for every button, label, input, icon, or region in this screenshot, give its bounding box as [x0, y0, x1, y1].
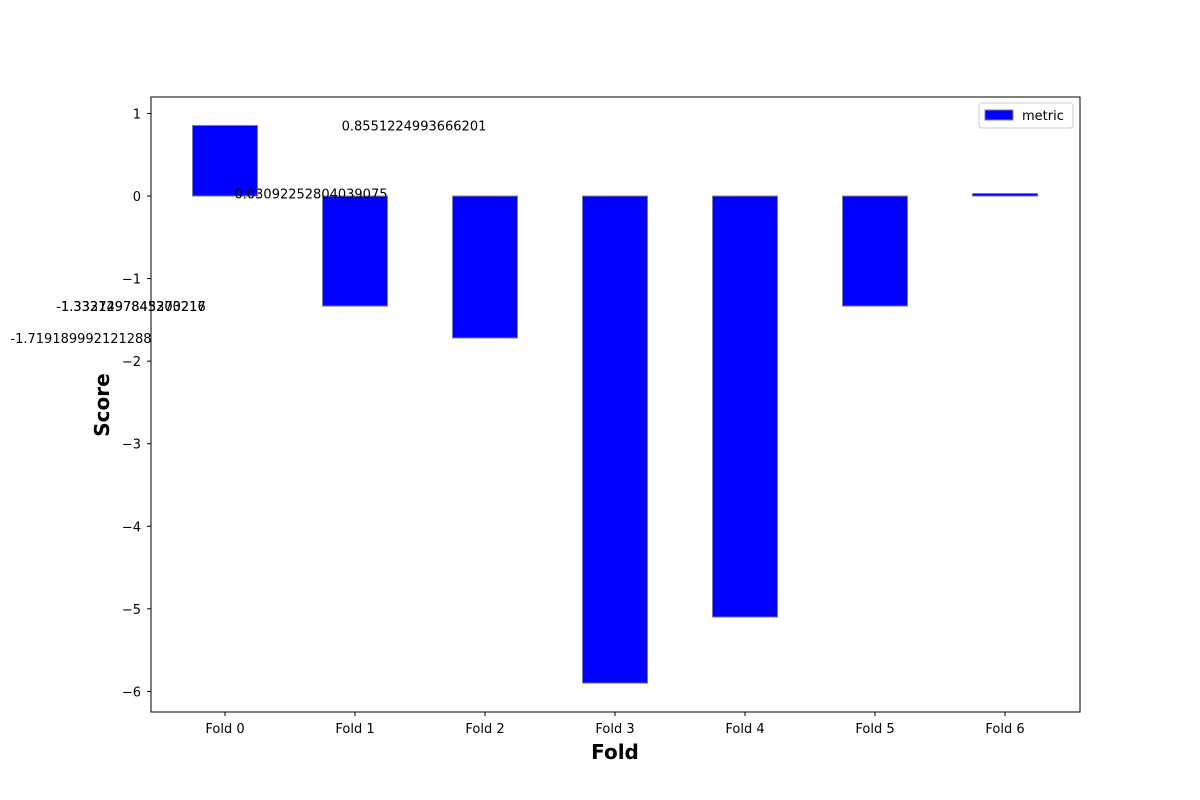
y-tick-label: −5: [122, 603, 141, 618]
bar-fold-6: [972, 193, 1038, 197]
bars-layer: [192, 124, 1038, 684]
y-tick-label: 1: [133, 108, 141, 123]
x-tick-label: Fold 4: [725, 722, 764, 737]
data-label: -1.3331297843270216: [56, 300, 205, 315]
x-tick-label: Fold 2: [465, 722, 504, 737]
bar-fold-0: [192, 124, 258, 197]
bar-fold-4: [712, 195, 778, 618]
x-tick-label: Fold 3: [595, 722, 634, 737]
data-label: -1.3327497845303217: [56, 300, 205, 315]
bar-fold-5: [842, 195, 908, 307]
y-tick-label: −4: [122, 520, 141, 535]
y-tick-label: −1: [122, 273, 141, 288]
x-tick-label: Fold 6: [985, 722, 1024, 737]
legend-label: metric: [1022, 109, 1064, 124]
legend: metric: [978, 102, 1074, 129]
y-tick-label: −6: [122, 685, 141, 700]
bar-fold-3: [582, 195, 648, 684]
bar-fold-1: [322, 195, 388, 307]
data-label: 0.03092252804039075: [234, 188, 387, 203]
y-tick-label: −3: [122, 438, 141, 453]
x-tick-label: Fold 0: [205, 722, 244, 737]
data-label: 0.8551224993666201: [342, 119, 487, 134]
y-tick-label: 0: [133, 190, 141, 205]
y-tick-label: −2: [122, 355, 141, 370]
x-tick-label: Fold 1: [335, 722, 374, 737]
y-axis: 1 0 −1 −2 −3 −4 −5 −6: [122, 108, 151, 700]
data-labels-layer: 0.8551224993666201 0.03092252804039075 -1.…: [10, 119, 486, 347]
y-axis-label: Score: [90, 373, 114, 436]
legend-box: [978, 102, 1074, 129]
x-axis: Fold 0 Fold 1 Fold 2 Fold 3 Fold 4 Fold 5 Fold…: [205, 712, 1025, 737]
data-label: -1.719189992121288: [10, 332, 151, 347]
legend-swatch: [984, 109, 1014, 121]
x-axis-label: Fold: [591, 740, 639, 764]
bar-fold-2: [452, 195, 518, 339]
x-tick-label: Fold 5: [855, 722, 894, 737]
